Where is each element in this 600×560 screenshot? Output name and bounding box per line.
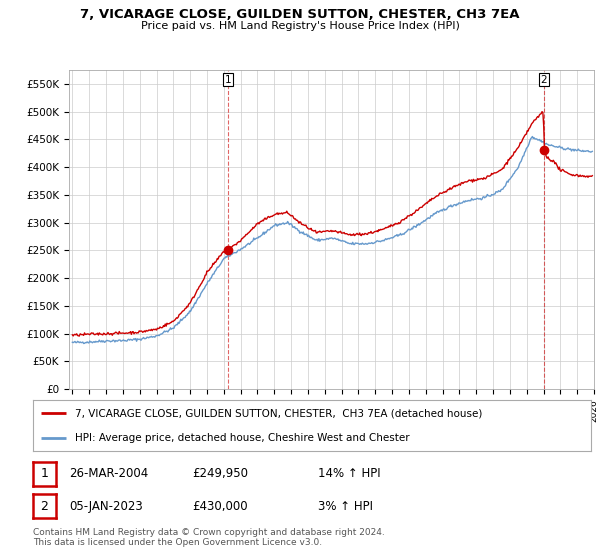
Text: 14% ↑ HPI: 14% ↑ HPI (318, 467, 380, 480)
Text: £249,950: £249,950 (192, 467, 248, 480)
Text: 7, VICARAGE CLOSE, GUILDEN SUTTON, CHESTER, CH3 7EA: 7, VICARAGE CLOSE, GUILDEN SUTTON, CHEST… (80, 8, 520, 21)
Text: 3% ↑ HPI: 3% ↑ HPI (318, 500, 373, 513)
Text: 7, VICARAGE CLOSE, GUILDEN SUTTON, CHESTER,  CH3 7EA (detached house): 7, VICARAGE CLOSE, GUILDEN SUTTON, CHEST… (75, 408, 482, 418)
Text: Price paid vs. HM Land Registry's House Price Index (HPI): Price paid vs. HM Land Registry's House … (140, 21, 460, 31)
Text: 05-JAN-2023: 05-JAN-2023 (69, 500, 143, 513)
Text: 1: 1 (224, 75, 231, 85)
Text: £430,000: £430,000 (192, 500, 248, 513)
Text: 2: 2 (541, 75, 547, 85)
Text: 2: 2 (40, 500, 49, 513)
Text: HPI: Average price, detached house, Cheshire West and Chester: HPI: Average price, detached house, Ches… (75, 433, 409, 443)
Text: 26-MAR-2004: 26-MAR-2004 (69, 467, 148, 480)
Text: 1: 1 (40, 467, 49, 480)
Text: Contains HM Land Registry data © Crown copyright and database right 2024.
This d: Contains HM Land Registry data © Crown c… (33, 528, 385, 547)
